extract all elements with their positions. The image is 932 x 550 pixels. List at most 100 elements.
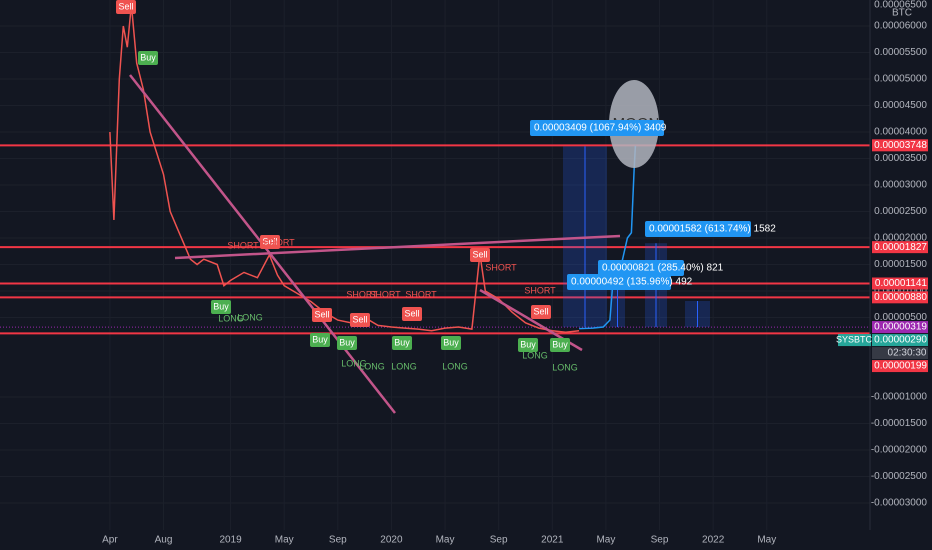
y-tick-label: -0.00002000 [871, 445, 928, 456]
measure-label: 0.00003409 (1067.94%) 3409 [534, 123, 667, 134]
y-tick-label: 0.00006000 [874, 21, 927, 32]
x-tick-label: Apr [102, 535, 118, 546]
y-tick-label: 0.00001500 [874, 259, 927, 270]
countdown-bg [872, 347, 928, 360]
symbol-tag-bg [838, 334, 871, 347]
signal-box [441, 336, 461, 350]
signal-label: Sell [533, 306, 548, 316]
signal-text: SHORT [524, 285, 556, 295]
signal-box [337, 336, 357, 350]
countdown: 02:30:30 [888, 348, 927, 359]
y-tick-label: -0.00001000 [871, 392, 928, 403]
signal-text: SHORT [227, 240, 259, 250]
signal-label: Sell [262, 236, 277, 246]
signal-text: LONG [237, 312, 263, 322]
x-tick-label: Sep [490, 535, 508, 546]
x-tick-label: May [436, 535, 455, 546]
price-tag-bg [872, 291, 928, 304]
signal-text: LONG [391, 361, 417, 371]
signal-label: Buy [213, 301, 229, 311]
x-tick-label: May [275, 535, 294, 546]
signal-text: LONG [218, 313, 244, 323]
x-tick-label: 2019 [219, 535, 242, 546]
signal-text: SHORT [485, 262, 517, 272]
y-tick-label: -0.00002500 [871, 471, 928, 482]
x-tick-label: May [757, 535, 776, 546]
x-tick-label: Sep [329, 535, 347, 546]
signal-text: SHORT [369, 289, 401, 299]
signal-box [211, 300, 231, 314]
price-tag-bg [872, 277, 928, 290]
trend-line [174, 234, 621, 260]
measure-label-bg [645, 221, 751, 237]
signal-text: LONG [522, 350, 548, 360]
signal-box [116, 0, 136, 14]
price-tag: 0.00003748 [874, 140, 927, 151]
x-tick-label: Sep [651, 535, 669, 546]
signal-box [518, 338, 538, 352]
y-tick-label: 0.00005000 [874, 74, 927, 85]
signal-box [392, 336, 412, 350]
measure-label: 0.00000492 (135.96%) 492 [571, 277, 693, 288]
y-tick-label: -0.00001500 [871, 418, 928, 429]
price-tag-bg [872, 334, 928, 347]
signal-box [312, 308, 332, 322]
price-tag: 0.00001827 [874, 242, 927, 253]
signal-text: SHORT [405, 289, 437, 299]
y-tick-label: 0.00002500 [874, 206, 927, 217]
measure-label: 0.00001582 (613.74%) 1582 [649, 224, 776, 235]
signal-box [350, 313, 370, 327]
signal-label: Buy [394, 337, 410, 347]
price-tag-bg [872, 241, 928, 254]
x-tick-label: Aug [155, 535, 173, 546]
signal-box [402, 307, 422, 321]
y-tick-label: 0.00001000 [874, 286, 927, 297]
currency-label: BTC [892, 8, 912, 19]
price-tag-bg [872, 321, 928, 334]
x-tick-label: May [596, 535, 615, 546]
y-tick-label: 0.00004500 [874, 100, 927, 111]
signal-box [310, 333, 330, 347]
y-tick-label: -0.00003000 [871, 498, 928, 509]
grid [0, 0, 870, 530]
signal-label: Buy [520, 339, 536, 349]
signal-text: SHORT [263, 237, 295, 247]
signal-label: Sell [118, 1, 133, 11]
y-tick-label: 0.00003500 [874, 153, 927, 164]
signal-label: Buy [339, 337, 355, 347]
y-tick-label: 0.00000500 [874, 312, 927, 323]
price-tag-bg [872, 360, 928, 373]
price-tag: 0.00000319 [874, 322, 927, 333]
x-tick-label: 2022 [702, 535, 725, 546]
signal-box [470, 248, 490, 262]
signal-box [550, 338, 570, 352]
y-tick-label: 0.00006500 [874, 0, 927, 11]
signal-text: LONG [359, 361, 385, 371]
price-tag-bg [872, 139, 928, 152]
signal-label: Sell [472, 249, 487, 259]
signal-label: Buy [312, 334, 328, 344]
price-tag: 0.00001141 [875, 278, 928, 289]
signal-text: LONG [552, 362, 578, 372]
measure-label-bg [530, 120, 664, 136]
measure-label-bg [598, 260, 684, 276]
signal-label: Buy [552, 339, 568, 349]
signal-label: Buy [140, 52, 156, 62]
signal-text: SHORT [346, 289, 378, 299]
symbol-tag: SYSBTC [836, 334, 873, 344]
y-tick-label: 0.00003000 [874, 180, 927, 191]
price-tag: 0.00000290 [874, 335, 927, 346]
signal-box [531, 305, 551, 319]
y-tick-label: 0.00002000 [874, 233, 927, 244]
signal-label: Sell [352, 314, 367, 324]
measure-label: 0.00000821 (285.40%) 821 [602, 263, 724, 274]
measure-label-bg [567, 274, 671, 290]
price-tag: 0.00000880 [874, 292, 927, 303]
y-tick-label: 0.00004000 [874, 127, 927, 138]
signal-label: Sell [314, 309, 329, 319]
signal-text: LONG [442, 361, 468, 371]
price-tag: 0.00000199 [874, 361, 927, 372]
